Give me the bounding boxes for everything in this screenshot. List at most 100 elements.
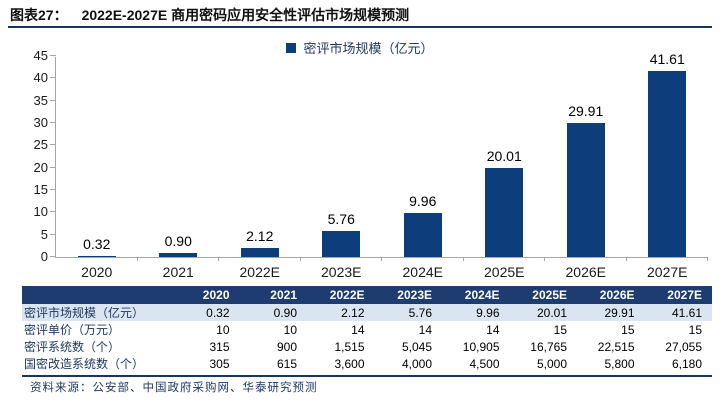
table-cell-value: 2.12: [341, 305, 365, 320]
table-year-header: 2022E: [307, 286, 375, 304]
figure-number: 图表27：: [10, 7, 68, 23]
table-row: 密评单价（万元） 10 10 14 14 14 15 15 15: [22, 321, 712, 338]
table-year-header: 2025E: [509, 286, 577, 304]
bar-value-label: 29.91: [568, 103, 604, 120]
source-note: 资料来源：公安部、中国政府采购网、华泰研究预测: [30, 380, 318, 394]
y-axis-tick-label: 40: [33, 70, 48, 86]
y-axis-tick-label: 45: [33, 48, 48, 63]
x-axis-tick-mark: [462, 257, 464, 261]
table-cell-value: 10,905: [462, 339, 500, 354]
plot-area: 0 5 10 15 20 25 30 35 40 45 0.32 2020 0.90 2021 2.12 20…: [34, 48, 708, 280]
y-axis-tick-label: 35: [33, 92, 48, 108]
bar-value-label: 2.12: [246, 227, 274, 244]
data-table-body: 密评市场规模（亿元） 0.32 0.90 2.12 5.76 9.96 20.01 29.91…: [22, 304, 712, 377]
table-cell-value: 305: [172, 355, 240, 377]
x-axis-tick-label: 2025E: [484, 264, 525, 280]
bar: [648, 71, 687, 257]
bar-value-label: 9.96: [409, 192, 437, 209]
y-axis-tick-mark: [50, 99, 56, 101]
data-table: 2020 2021 2022E 2023E 2024E 2025E 2026E 2027E 密…: [22, 286, 712, 377]
y-axis-tick-label: 15: [33, 182, 48, 197]
bar: [322, 231, 361, 257]
y-axis-tick-label: 0: [40, 249, 48, 264]
table-cell-value: 5,045: [401, 339, 432, 354]
bar: [485, 167, 524, 257]
y-axis-tick-label: 30: [33, 115, 48, 130]
y-axis-tick-mark: [50, 55, 56, 56]
bar-value-label: 20.01: [486, 147, 522, 164]
table-cell-value: 0.32: [206, 305, 230, 320]
bar: [159, 252, 198, 257]
table-corner-cell: [22, 286, 172, 304]
bar-value-label: 5.76: [327, 211, 355, 228]
y-axis-tick-mark: [50, 189, 56, 190]
table-cell-value: 4,500: [442, 355, 510, 377]
table-cell-value: 15: [621, 322, 635, 337]
y-axis-tick-mark: [50, 122, 56, 123]
bar-value-label: 41.61: [649, 51, 685, 68]
table-cell-value: 15: [688, 322, 702, 337]
table-cell-value: 10: [283, 322, 297, 337]
y-axis-tick-mark: [50, 166, 56, 168]
table-cell-value: 0.90: [273, 305, 297, 320]
x-axis-tick-mark: [299, 257, 301, 261]
table-cell-value: 27,055: [665, 339, 702, 354]
table-cell-value: 41.61: [671, 305, 702, 320]
bar: [566, 123, 605, 257]
x-axis-tick-mark: [381, 257, 382, 261]
chart-legend: 密评市场规模（亿元）: [0, 38, 720, 57]
x-axis-tick-label: 2023E: [321, 264, 362, 280]
caption-divider-rule: [8, 26, 712, 28]
x-axis-tick-mark: [544, 257, 545, 261]
table-cell-value: 4,000: [374, 355, 442, 377]
table-cell-value: 10: [216, 322, 230, 337]
bar-value-label: 0.32: [83, 235, 111, 252]
y-axis-tick-label: 25: [33, 137, 48, 153]
table-cell-value: 3,600: [307, 355, 375, 377]
y-axis-tick-mark: [50, 256, 56, 257]
table-cell-value: 5,000: [509, 355, 577, 377]
table-cell-value: 20.01: [536, 305, 567, 320]
table-cell-value: 5.76: [408, 305, 432, 320]
table-row-label: 国密改造系统数（个）: [22, 355, 172, 377]
table-cell-value: 14: [418, 322, 432, 337]
table-cell-value: 1,515: [334, 339, 365, 354]
table-year-header: 2021: [239, 286, 307, 304]
data-table-header: 2020 2021 2022E 2023E 2024E 2025E 2026E 2027E: [22, 286, 712, 304]
y-axis-tick-mark: [50, 144, 56, 146]
x-axis-tick-mark: [218, 257, 219, 261]
table-year-header: 2020: [172, 286, 240, 304]
table-year-header: 2024E: [442, 286, 510, 304]
x-axis-tick-mark: [707, 257, 708, 261]
table-row: 密评市场规模（亿元） 0.32 0.90 2.12 5.76 9.96 20.01 29.91…: [22, 304, 712, 321]
bar: [403, 212, 442, 257]
legend-label: 密评市场规模（亿元）: [303, 42, 434, 57]
table-cell-value: 6,180: [644, 355, 712, 377]
table-row-label: 密评单价（万元）: [24, 323, 121, 337]
table-cell-value: 615: [239, 355, 307, 377]
bar: [240, 247, 279, 257]
table-cell-value: 15: [553, 322, 567, 337]
x-axis-tick-label: 2024E: [402, 264, 443, 280]
y-axis-tick-label: 20: [33, 159, 48, 175]
x-axis-tick-label: 2021: [162, 264, 194, 280]
figure-title: 2022E-2027E 商用密码应用安全性评估市场规模预测: [81, 7, 410, 23]
x-axis-tick-label: 2026E: [565, 264, 606, 280]
table-cell-value: 14: [351, 322, 365, 337]
table-row-label: 密评系统数（个）: [24, 340, 121, 354]
y-axis-tick-mark: [50, 211, 56, 213]
x-axis-tick-label: 2027E: [647, 264, 688, 280]
y-axis-tick-label: 10: [33, 204, 48, 220]
x-axis-tick-label: 2022E: [239, 264, 280, 280]
x-axis-tick-mark: [625, 257, 627, 261]
legend-swatch-icon: [286, 42, 297, 53]
table-year-header: 2027E: [644, 286, 712, 304]
table-row: 国密改造系统数（个） 305 615 3,600 4,000 4,500 5,000 5,80…: [22, 355, 712, 377]
table-cell-value: 22,515: [597, 339, 635, 354]
figure-caption: 图表27： 2022E-2027E 商用密码应用安全性评估市场规模预测: [10, 5, 712, 25]
x-axis-tick-label: 2020: [81, 264, 113, 280]
x-axis-tick-mark: [136, 257, 138, 261]
table-cell-value: 5,800: [577, 355, 645, 377]
table-cell-value: 315: [209, 339, 230, 354]
